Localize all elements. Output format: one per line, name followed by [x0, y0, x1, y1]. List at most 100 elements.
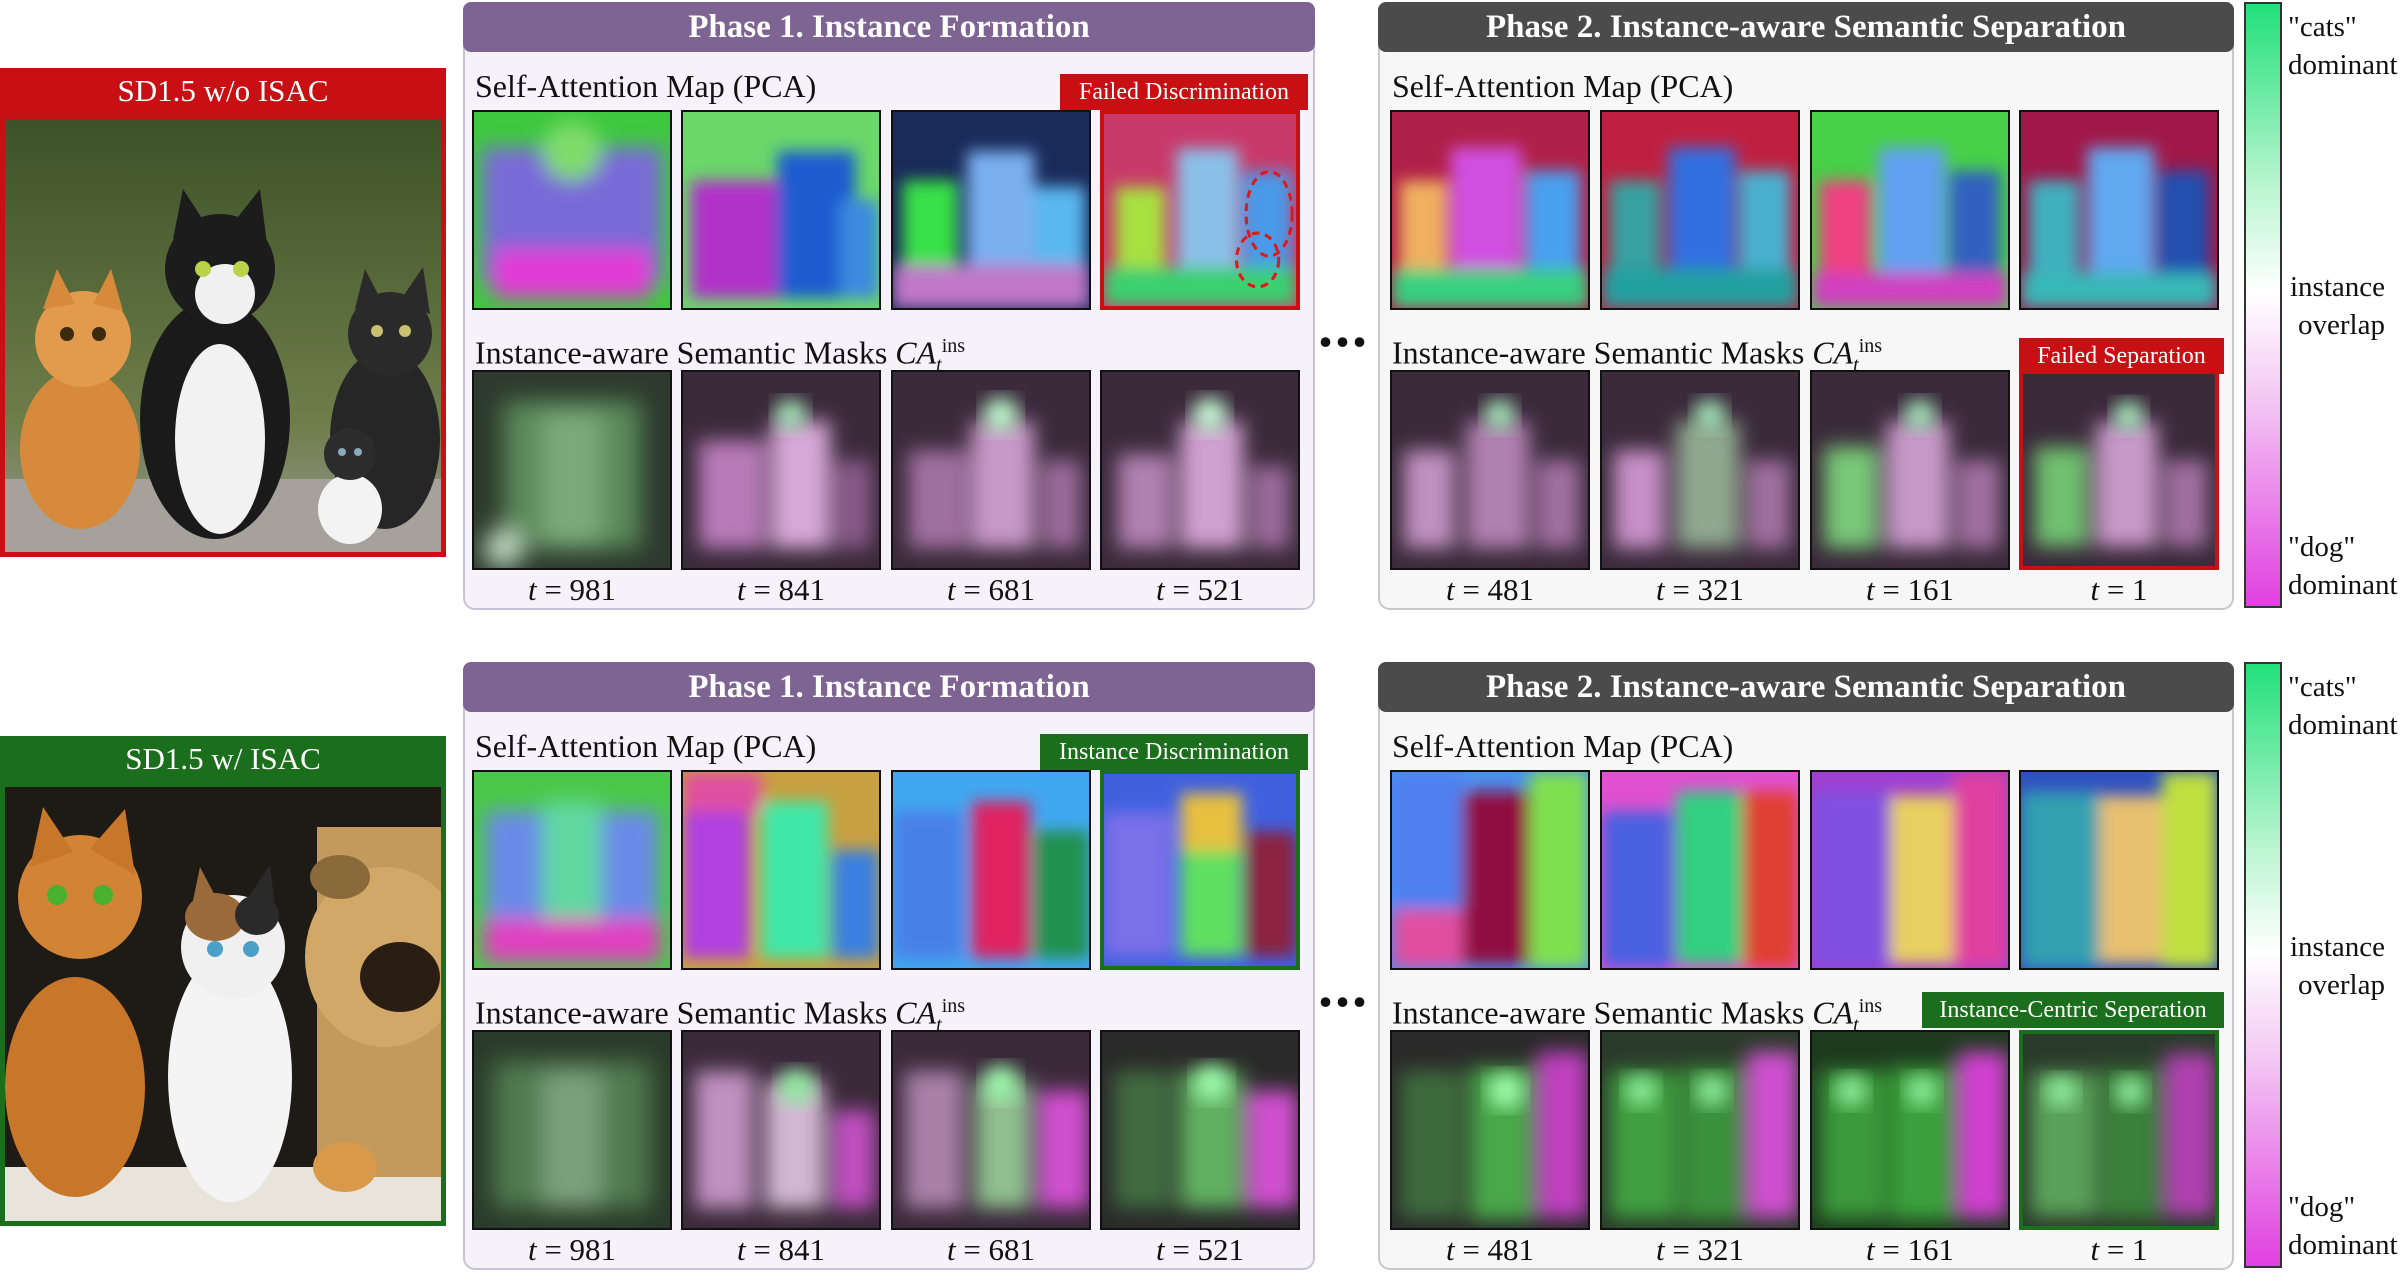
row2-ca-mask-681 — [891, 1030, 1091, 1230]
row2-ca-mask-841 — [681, 1030, 881, 1230]
colorbar-top: "cats" — [2288, 671, 2357, 703]
row1-colorbar-top-label: "cats" dominant — [2288, 8, 2398, 84]
row2-phase1-title: Phase 1. Instance Formation — [463, 662, 1315, 712]
t-symbol: t — [2090, 572, 2100, 607]
t-symbol: t — [736, 1232, 746, 1267]
row2-phase1-ca-label: Instance-aware Semantic Masks CAtins — [475, 986, 965, 1045]
row2-generated-photo — [0, 782, 446, 1226]
row1-sa-map-841 — [681, 110, 881, 310]
row2-sa-map-841 — [681, 770, 881, 970]
row1-timestep-1: t = 1 — [2019, 572, 2219, 608]
row2-timestep-1: t = 1 — [2019, 1232, 2219, 1268]
row1-ca-mask-321 — [1600, 370, 1800, 570]
t-equals: = — [963, 572, 981, 607]
t-value: 481 — [1487, 1232, 1535, 1267]
t-equals: = — [963, 1232, 981, 1267]
t-symbol: t — [1155, 572, 1165, 607]
row1-ca-mask-521 — [1100, 370, 1300, 570]
row1-sa-map-1 — [2019, 110, 2219, 310]
row1-colorbar — [2244, 2, 2282, 608]
ca-math-sub: t — [936, 354, 942, 377]
row1-timestep-161: t = 161 — [1810, 572, 2010, 608]
row2-sa-map-1 — [2019, 770, 2219, 970]
row2-colorbar-mid-label: instance overlap — [2290, 928, 2385, 1004]
ca-math-sub: t — [1853, 1014, 1859, 1037]
row2-ca-mask-161 — [1810, 1030, 2010, 1230]
row2-timestep-321: t = 321 — [1600, 1232, 1800, 1268]
row1-sa-map-521 — [1100, 110, 1300, 310]
row1-label: SD1.5 w/o ISAC — [0, 68, 446, 114]
t-value: 1 — [2132, 1232, 2148, 1267]
t-value: 321 — [1697, 572, 1745, 607]
row2-timestep-841: t = 841 — [681, 1232, 881, 1268]
row2-colorbar-bottom-label: "dog" dominant — [2288, 1188, 2398, 1264]
row1-ca-mask-161 — [1810, 370, 2010, 570]
row2-timestep-481: t = 481 — [1390, 1232, 1590, 1268]
t-equals: = — [544, 1232, 562, 1267]
ca-math-sup: ins — [941, 335, 966, 357]
row2-timestep-681: t = 681 — [891, 1232, 1091, 1268]
ca-label-text: Instance-aware Semantic Masks — [1392, 334, 1805, 371]
ca-label-text: Instance-aware Semantic Masks — [475, 994, 888, 1031]
t-equals: = — [2106, 1232, 2125, 1267]
t-value: 981 — [569, 1232, 617, 1267]
colorbar-bottom: "dog" — [2288, 1191, 2356, 1223]
row2-colorbar-top-label: "cats" dominant — [2288, 668, 2398, 744]
row2-timestep-981: t = 981 — [472, 1232, 672, 1268]
t-equals: = — [544, 572, 562, 607]
row2-sa-map-161 — [1810, 770, 2010, 970]
row1-timestep-681: t = 681 — [891, 572, 1091, 608]
colorbar-top2: dominant — [2288, 49, 2398, 81]
ca-label-text: Instance-aware Semantic Masks — [1392, 994, 1805, 1031]
t-equals: = — [753, 572, 771, 607]
t-equals: = — [1462, 572, 1480, 607]
row2-ca-mask-1 — [2019, 1030, 2219, 1230]
row2-phase2-title: Phase 2. Instance-aware Semantic Separat… — [1378, 662, 2234, 712]
row2-phase2-instance-centric-tag: Instance-Centric Seperation — [1922, 992, 2224, 1028]
colorbar-top2: dominant — [2288, 709, 2398, 741]
row2-colorbar — [2244, 662, 2282, 1268]
t-value: 681 — [988, 572, 1036, 607]
t-symbol: t — [527, 572, 537, 607]
row2-ca-mask-321 — [1600, 1030, 1800, 1230]
colorbar-mid2: overlap — [2298, 309, 2385, 341]
row2-phase1-instance-discrimination-tag: Instance Discrimination — [1040, 734, 1308, 770]
row1-phase2-failed-separation-tag: Failed Separation — [2019, 338, 2224, 374]
row1-phase1-sa-label: Self-Attention Map (PCA) — [475, 68, 817, 104]
ca-math-base: CA — [1812, 994, 1854, 1031]
row1-ellipsis: ... — [1318, 293, 1369, 359]
ca-math-sub: t — [936, 1014, 942, 1037]
row2-timestep-161: t = 161 — [1810, 1232, 2010, 1268]
row2-phase1-sa-label: Self-Attention Map (PCA) — [475, 728, 817, 764]
colorbar-bottom2: dominant — [2288, 569, 2398, 601]
row2-sa-map-481 — [1390, 770, 1590, 970]
cats-photo-illustration — [5, 119, 441, 552]
t-symbol: t — [527, 1232, 537, 1267]
row1-timestep-981: t = 981 — [472, 572, 672, 608]
t-equals: = — [1462, 1232, 1480, 1267]
ca-math-sub: t — [1853, 354, 1859, 377]
row2-ellipsis: ... — [1318, 953, 1369, 1019]
ca-math-sup: ins — [941, 995, 966, 1017]
t-value: 481 — [1487, 572, 1535, 607]
row1-sa-map-161 — [1810, 110, 2010, 310]
t-value: 681 — [988, 1232, 1036, 1267]
colorbar-mid: instance — [2290, 271, 2386, 303]
row1-colorbar-bottom-label: "dog" dominant — [2288, 528, 2398, 604]
row1-sa-map-481 — [1390, 110, 1590, 310]
t-value: 521 — [1197, 1232, 1245, 1267]
row1-timestep-321: t = 321 — [1600, 572, 1800, 608]
t-symbol: t — [1155, 1232, 1165, 1267]
row2-timestep-521: t = 521 — [1100, 1232, 1300, 1268]
row1-phase1-ca-label: Instance-aware Semantic Masks CAtins — [475, 326, 965, 385]
t-symbol: t — [736, 572, 746, 607]
t-value: 161 — [1907, 1232, 1955, 1267]
row1-ca-mask-481 — [1390, 370, 1590, 570]
t-value: 161 — [1907, 572, 1955, 607]
colorbar-top: "cats" — [2288, 11, 2357, 43]
t-symbol: t — [946, 1232, 956, 1267]
row1-sa-map-681 — [891, 110, 1091, 310]
t-value: 841 — [778, 1232, 826, 1267]
t-equals: = — [1882, 572, 1900, 607]
t-equals: = — [1882, 1232, 1900, 1267]
